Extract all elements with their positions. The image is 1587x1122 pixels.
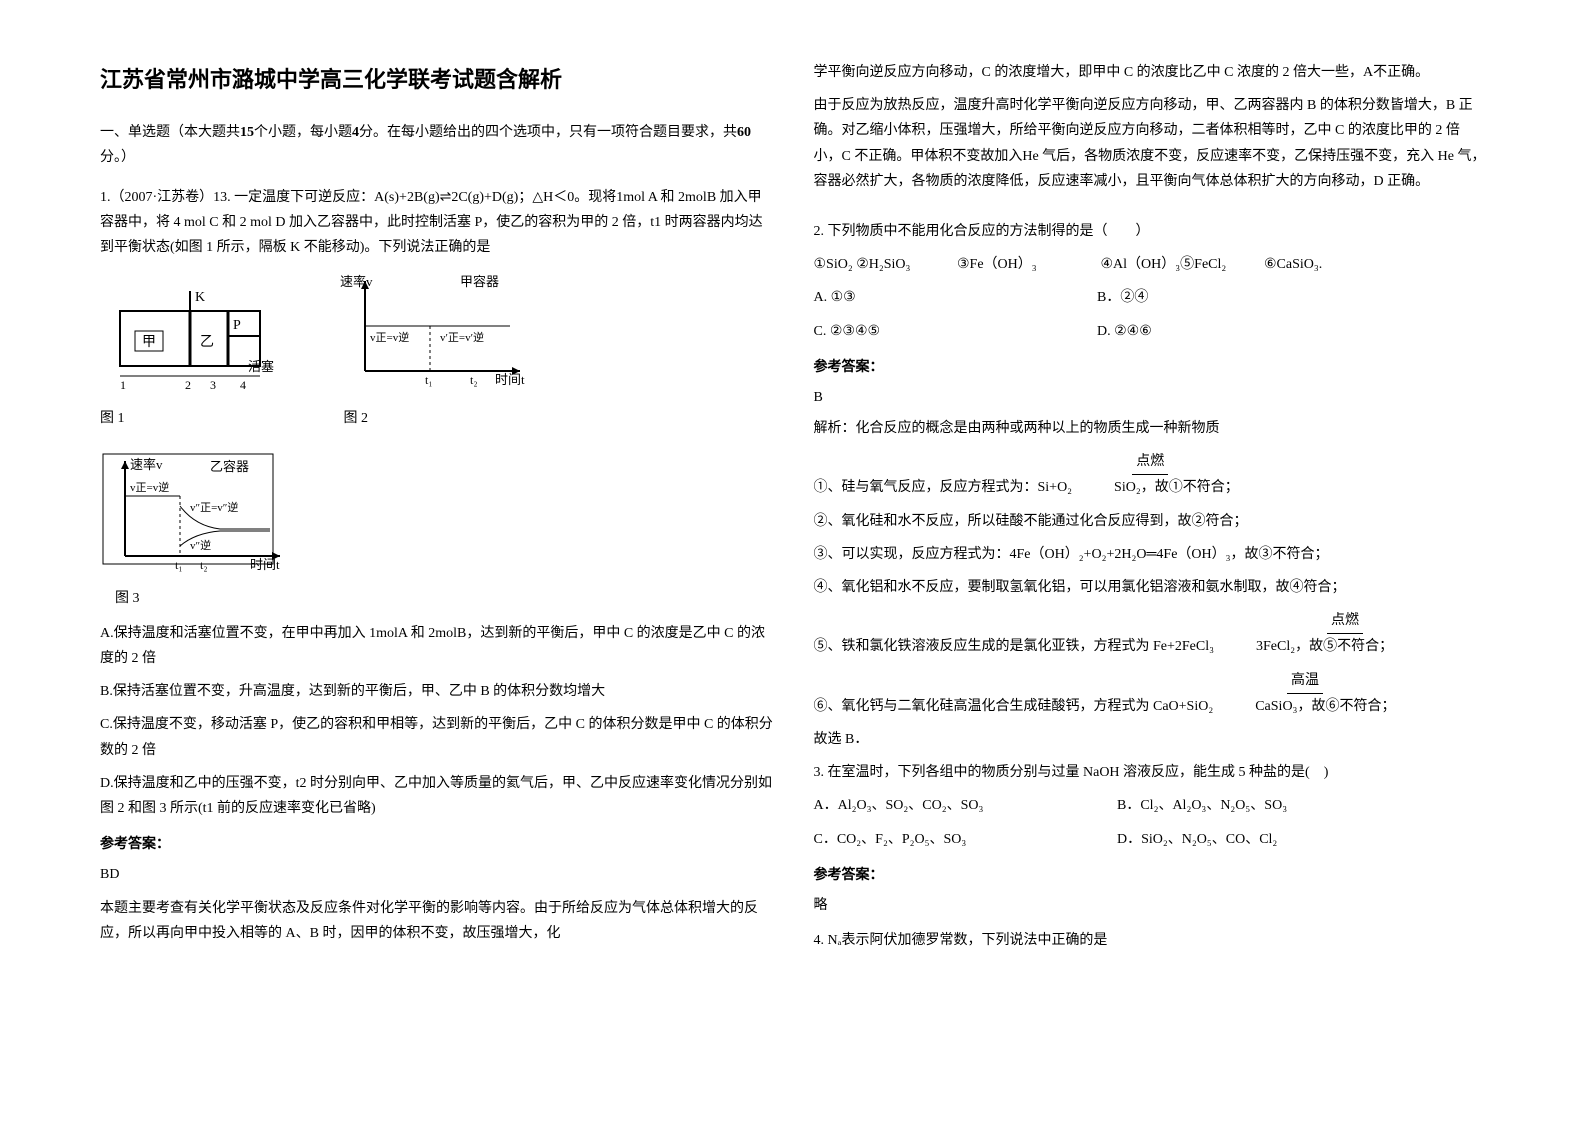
q1-exp2: 学平衡向逆反应方向移动，C 的浓度增大，即甲中 C 的浓度比乙中 C 浓度的 2… — [814, 60, 1488, 85]
svg-text:t₁: t₁ — [425, 373, 433, 387]
right-column: 学平衡向逆反应方向移动，C 的浓度增大，即甲中 C 的浓度比乙中 C 浓度的 2… — [794, 60, 1508, 1062]
svg-text:速率v: 速率v — [130, 457, 163, 472]
svg-text:时间t: 时间t — [495, 372, 525, 387]
q1-exp1: 本题主要考查有关化学平衡状态及反应条件对化学平衡的影响等内容。由于所给反应为气体… — [100, 896, 774, 946]
svg-text:v″逆: v″逆 — [190, 538, 211, 552]
q1-optD: D.保持温度和乙中的压强不变，t2 时分别向甲、乙中加入等质量的氦气后，甲、乙中… — [100, 771, 774, 821]
svg-text:乙容器: 乙容器 — [210, 459, 249, 474]
q4-stem: 4. Nₐ表示阿伏加德罗常数，下列说法中正确的是 — [814, 928, 1488, 953]
q1-stem: 1.（2007·江苏卷）13. 一定温度下可逆反应：A(s)+2B(g)⇌2C(… — [100, 185, 774, 261]
fig3-svg: 速率v 乙容器 v正=v逆 v″正=v″逆 v″逆 t₁ t₂ 时间t — [100, 451, 290, 581]
svg-text:3: 3 — [210, 378, 216, 391]
svg-text:t₁: t₁ — [175, 558, 183, 572]
q3-ans: 略 — [814, 893, 1488, 918]
fig-row-1: K 甲 乙 P 1 2 3 4 活塞 — [100, 271, 774, 391]
svg-text:1: 1 — [120, 378, 126, 391]
svg-text:v正=v逆: v正=v逆 — [130, 480, 169, 494]
q1-optC: C.保持温度不变，移动活塞 P，使乙的容积和甲相等，达到新的平衡后，乙中 C 的… — [100, 712, 774, 762]
fig2-caption: 图 2 — [344, 406, 369, 431]
svg-text:速率v: 速率v — [340, 274, 373, 289]
fig3-caption: 图 3 — [115, 586, 774, 611]
svg-text:甲: 甲 — [142, 335, 156, 350]
svg-text:K: K — [195, 290, 205, 305]
q2-e7: 故选 B． — [814, 727, 1488, 752]
q2-e5: ⑤、铁和氯化铁溶液反应生成的是氯化亚铁，方程式为 Fe+2FeCl₃ 3FeCl… — [814, 634, 1488, 659]
fig-caps-1: 图 1 图 2 — [100, 401, 774, 441]
q2-e1: ①、硅与氧气反应，反应方程式为：Si+O₂ SiO₂，故①不符合； — [814, 475, 1488, 500]
q1-optA: A.保持温度和活塞位置不变，在甲中再加入 1molA 和 2molB，达到新的平… — [100, 621, 774, 671]
page: 江苏省常州市潞城中学高三化学联考试题含解析 一、单选题（本大题共15个小题，每小… — [0, 0, 1587, 1122]
left-column: 江苏省常州市潞城中学高三化学联考试题含解析 一、单选题（本大题共15个小题，每小… — [80, 60, 794, 1062]
svg-text:v′正=v′逆: v′正=v′逆 — [440, 330, 484, 344]
svg-text:t₂: t₂ — [470, 373, 478, 387]
svg-text:2: 2 — [185, 378, 191, 391]
q2-anno1: 点燃 — [814, 449, 1488, 475]
q2-e6: ⑥、氧化钙与二氧化硅高温化合生成硅酸钙，方程式为 CaO+SiO₂ CaSiO₃… — [814, 694, 1488, 719]
q1-exp3: 由于反应为放热反应，温度升高时化学平衡向逆反应方向移动，甲、乙两容器内 B 的体… — [814, 93, 1488, 194]
q2-ans-head: 参考答案： — [814, 354, 1488, 379]
doc-title: 江苏省常州市潞城中学高三化学联考试题含解析 — [100, 60, 774, 100]
svg-text:v″正=v″逆: v″正=v″逆 — [190, 500, 238, 514]
figure-1: K 甲 乙 P 1 2 3 4 活塞 — [100, 281, 280, 391]
svg-text:v正=v逆: v正=v逆 — [370, 330, 409, 344]
q2-exp-head: 解析：化合反应的概念是由两种或两种以上的物质生成一种新物质 — [814, 416, 1488, 441]
svg-text:乙: 乙 — [200, 334, 214, 350]
q3-stem: 3. 在室温时，下列各组中的物质分别与过量 NaOH 溶液反应，能生成 5 种盐… — [814, 760, 1488, 785]
fig1-svg: K 甲 乙 P 1 2 3 4 活塞 — [100, 281, 280, 391]
svg-text:P: P — [233, 318, 241, 333]
q2-anno2: 点燃 — [814, 608, 1488, 634]
svg-text:t₂: t₂ — [200, 558, 208, 572]
q2-e4: ④、氧化铝和水不反应，要制取氢氧化铝，可以用氯化铝溶液和氨水制取，故④符合； — [814, 575, 1488, 600]
figure-3: 速率v 乙容器 v正=v逆 v″正=v″逆 v″逆 t₁ t₂ 时间t — [100, 451, 290, 581]
svg-text:活塞: 活塞 — [248, 359, 274, 374]
svg-text:时间t: 时间t — [250, 557, 280, 572]
q2-opts1: A. ①③ B．②④ — [814, 285, 1488, 310]
q1-ans-head: 参考答案： — [100, 831, 774, 856]
q3-opts2: C．CO₂、F₂、P₂O₅、SO₃ D．SiO₂、N₂O₅、CO、Cl₂ — [814, 827, 1488, 852]
q2-stem: 2. 下列物质中不能用化合反应的方法制得的是（ ） — [814, 219, 1488, 244]
q1-optB: B.保持活塞位置不变，升高温度，达到新的平衡后，甲、乙中 B 的体积分数均增大 — [100, 679, 774, 704]
q2-opts2: C. ②③④⑤ D. ②④⑥ — [814, 319, 1488, 344]
svg-text:甲容器: 甲容器 — [460, 274, 499, 289]
q3-ans-head: 参考答案： — [814, 862, 1488, 887]
figure-2: 速率v 甲容器 v正=v逆 v′正=v′逆 t₁ t₂ 时间t — [340, 271, 530, 391]
q2-e2: ②、氧化硅和水不反应，所以硅酸不能通过化合反应得到，故②符合； — [814, 509, 1488, 534]
q3-opts1: A．Al₂O₃、SO₂、CO₂、SO₃ B．Cl₂、Al₂O₃、N₂O₅、SO₃ — [814, 793, 1488, 818]
q2-list: ①SiO₂ ②H₂SiO₃ ③Fe（OH）₃ ④Al（OH）₃⑤FeCl₂ ⑥C… — [814, 252, 1488, 277]
q2-e3: ③、可以实现，反应方程式为：4Fe（OH）₂+O₂+2H₂O═4Fe（OH）₃，… — [814, 542, 1488, 567]
svg-text:4: 4 — [240, 378, 246, 391]
q1-ans: BD — [100, 862, 774, 887]
fig2-svg: 速率v 甲容器 v正=v逆 v′正=v′逆 t₁ t₂ 时间t — [340, 271, 530, 391]
q2-ans: B — [814, 385, 1488, 410]
section-intro: 一、单选题（本大题共15个小题，每小题4分。在每小题给出的四个选项中，只有一项符… — [100, 120, 774, 170]
q2-anno3: 高温 — [814, 668, 1488, 694]
fig1-caption: 图 1 — [100, 406, 280, 431]
